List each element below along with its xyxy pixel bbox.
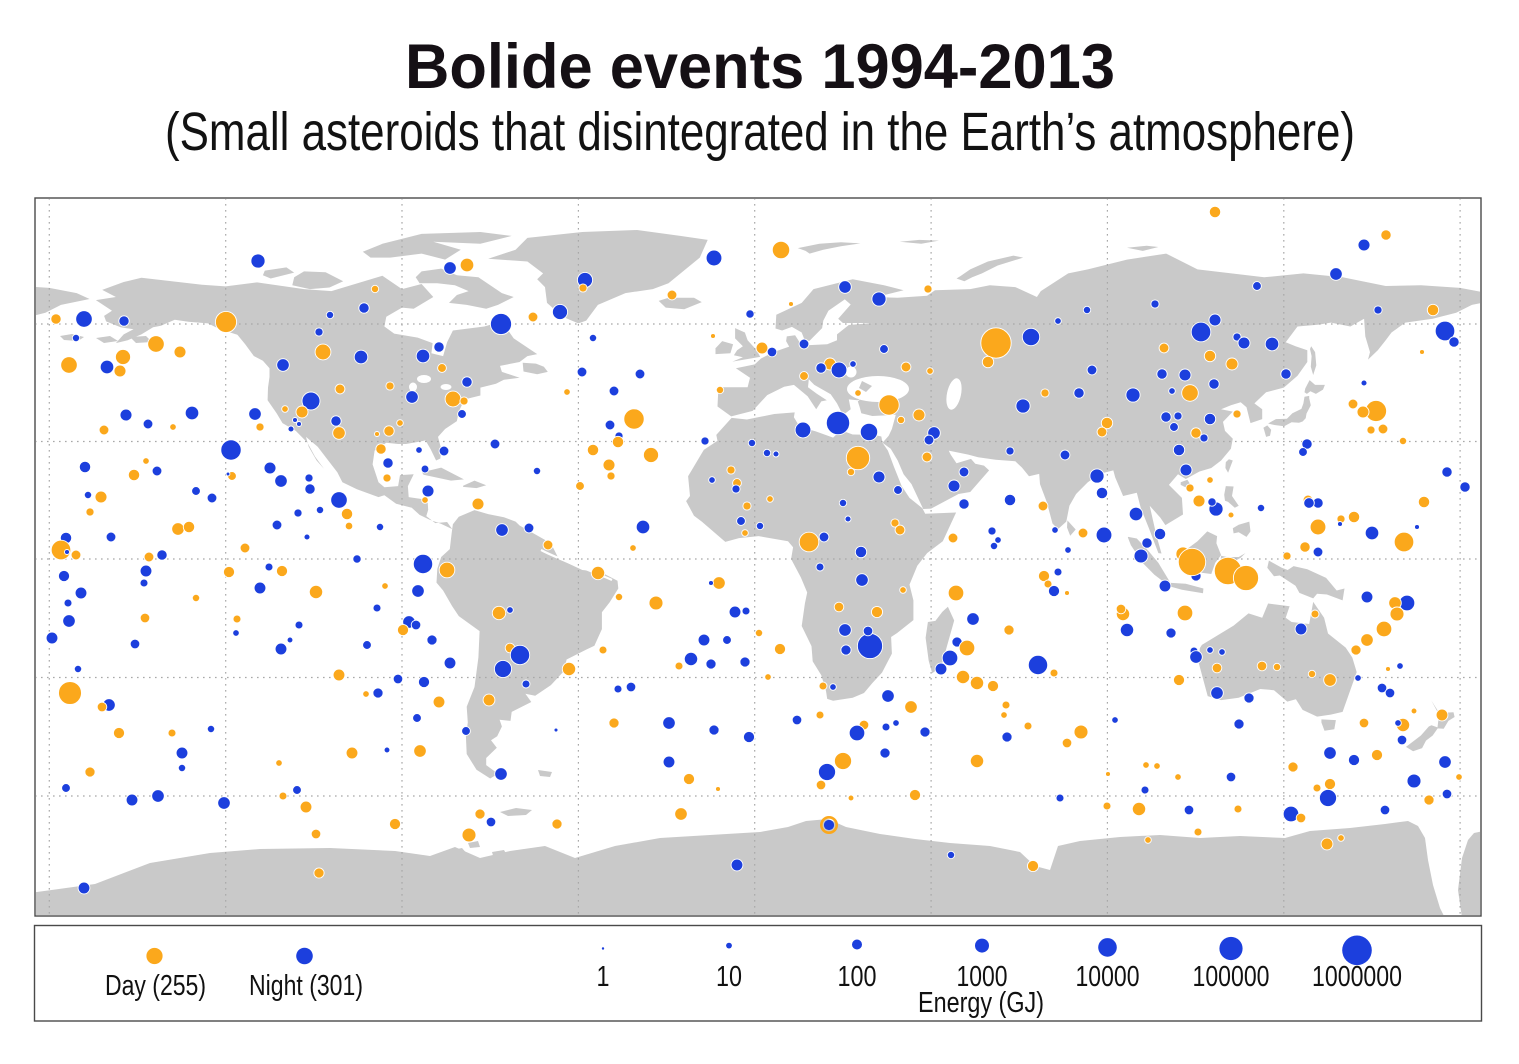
svg-text:10000: 10000 [1076, 961, 1140, 993]
svg-text:Bolide events 1994-2013: Bolide events 1994-2013 [405, 32, 1115, 102]
svg-text:1000000: 1000000 [1312, 961, 1402, 993]
svg-text:Energy (GJ): Energy (GJ) [918, 987, 1044, 1019]
svg-text:10: 10 [716, 961, 742, 993]
svg-text:1: 1 [597, 961, 610, 993]
svg-text:Day (255): Day (255) [105, 970, 206, 1002]
svg-text:100: 100 [838, 961, 877, 993]
svg-text:(Small asteroids that disinteg: (Small asteroids that disintegrated in t… [165, 102, 1355, 162]
svg-text:1000: 1000 [957, 961, 1008, 993]
svg-text:100000: 100000 [1193, 961, 1270, 993]
svg-text:Night (301): Night (301) [249, 970, 363, 1002]
